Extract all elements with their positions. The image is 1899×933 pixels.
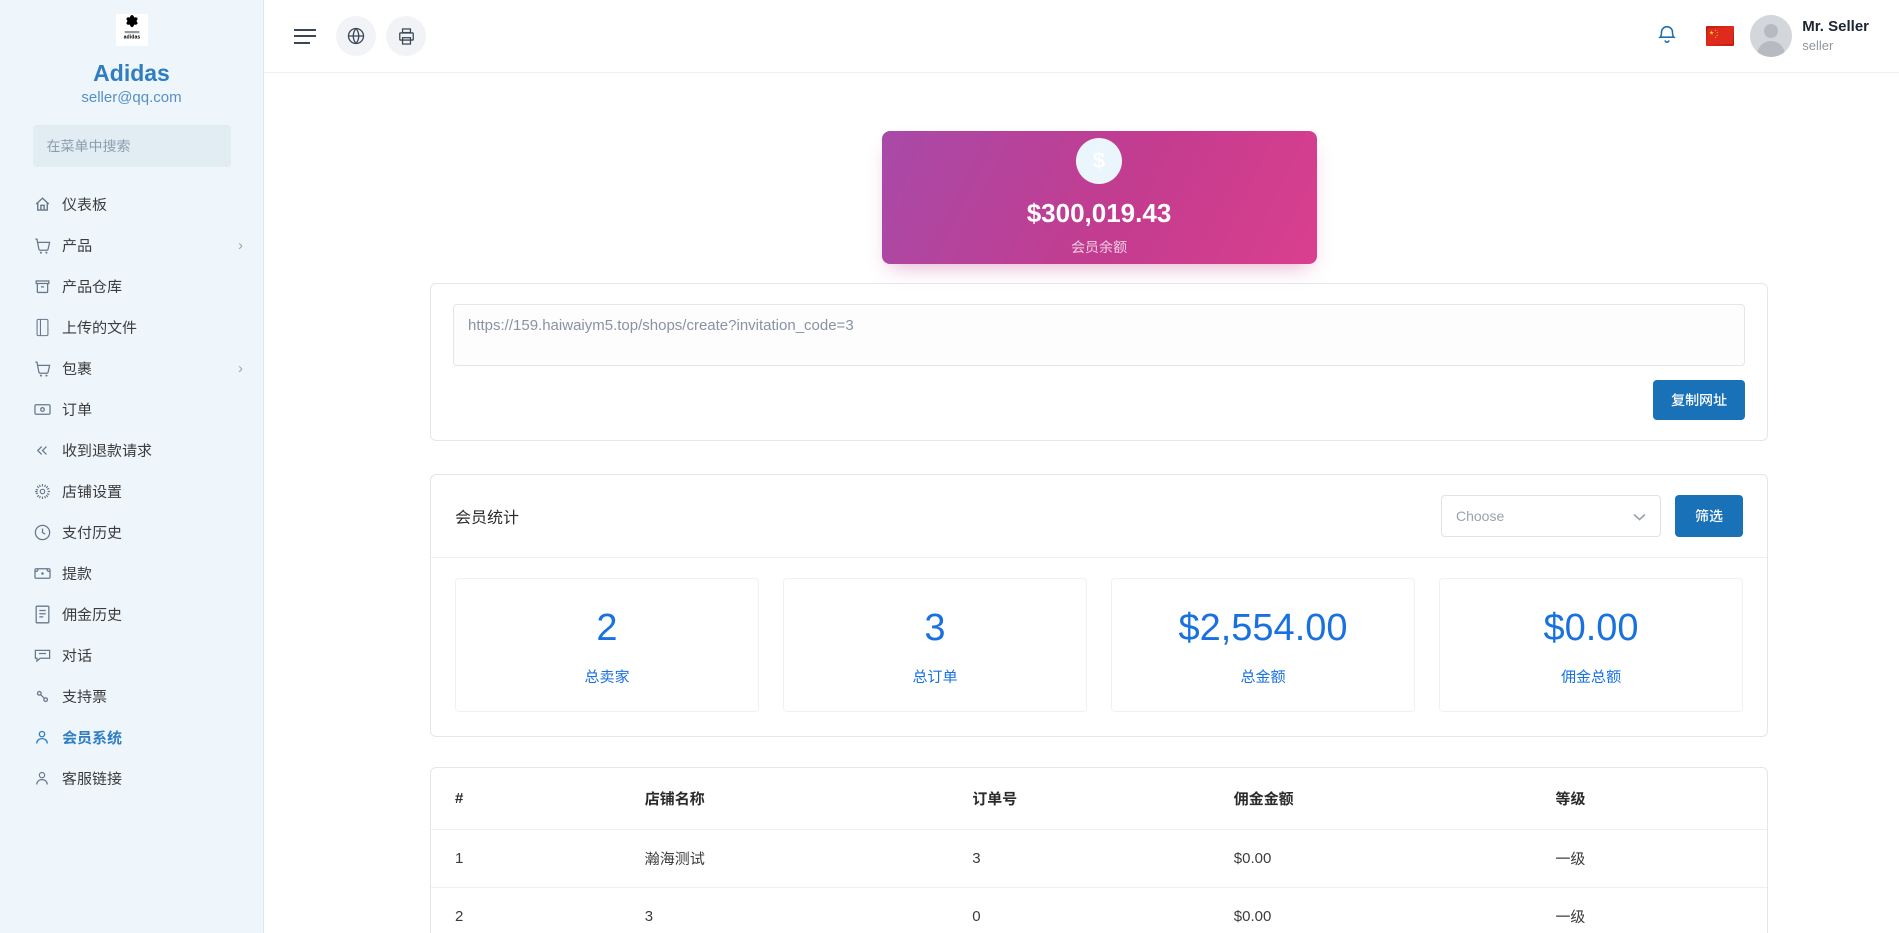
- svg-text:adidas: adidas: [123, 35, 140, 41]
